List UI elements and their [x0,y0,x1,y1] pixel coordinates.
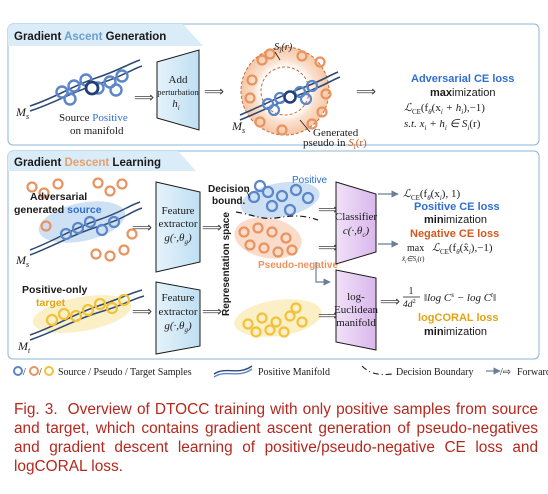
arrow-icon: ⟹ [380,295,400,310]
minimization-label: minimization [424,214,487,226]
arrow-icon: ⟹ [318,203,338,218]
svg-text:Euclidean: Euclidean [334,304,378,316]
s-r-label: Si(r) [274,42,293,55]
m-s-label-bottom: Ms [15,253,29,269]
logcoral-loss-title: logCORAL loss [418,312,498,324]
bound-label: bound. [212,196,246,207]
svg-text:manifold: manifold [336,317,376,329]
coral-formula: ‖log Cs − log Ct‖ [424,291,496,304]
figure-caption: Fig. 3. Overview of DTOCC training with o… [14,400,538,476]
descent-title: Gradient Descent Learning [14,157,161,169]
feature-extractor-target: Feature extractor g(·,θg) [155,281,201,355]
forward-legend-label: Forward [517,367,548,378]
svg-text:Feature: Feature [162,205,195,217]
coral-fraction-numerator: 1 [409,286,414,297]
generated-source-label: generated source [14,204,102,216]
source-manifold [29,59,143,112]
svg-text:perturbation: perturbation [157,87,199,97]
arrow-icon: ⟹ [204,85,224,100]
decision-label: Decision [208,184,250,195]
arrow-icon: ⟹ [134,91,154,106]
adversarial-source-cloud [26,177,143,262]
svg-text:Feature: Feature [162,292,195,304]
negative-max-subscript: x̂i∈Si(r) [401,255,425,265]
caption-text: Overview of DTOCC training with only pos… [14,401,538,475]
samples-legend-label: Source / Pseudo / Target Samples [58,367,192,378]
target-representation [234,299,322,338]
adversarial-ce-loss-title: Adversarial CE loss [411,73,514,85]
representation-space-label: Representation space [221,212,232,316]
negative-ce-loss-title: Negative CE loss [410,228,499,240]
arrow-icon: ⟹ [132,221,152,236]
forward-legend-slash: /⇨ [500,367,511,378]
representation-clusters [234,179,320,259]
generated-label: Generated [313,127,359,139]
adversarial-label: Adversarial [30,191,87,203]
manifold-legend-label: Positive Manifold [258,367,330,378]
ascent-title: Gradient Ascent Generation [14,31,166,43]
feature-extractor-source: Feature extractor g(·,θg) [155,181,201,273]
m-t-label: Mt [17,339,31,355]
coral-fraction-denominator: 4d2 [403,298,416,310]
arrow-icon: ⟹ [318,309,338,324]
log-euclidean-block: log- Euclidean manifold [334,269,378,351]
positive-loss-formula: ℒCE(fθ(xi), 1) [403,188,460,202]
legend: / / Source / Pseudo / Target Samples Pos… [13,365,548,378]
negative-max-label: max [407,243,424,254]
classifier-block: Classifier c(·,θc) [335,181,377,265]
svg-text:g(·,θg): g(·,θg) [164,320,192,334]
svg-text:log-: log- [347,291,365,303]
perturbation-ring [239,46,341,136]
positive-label: Positive [292,175,327,186]
pseudo-negative-label: Pseudo-negative [258,260,338,271]
svg-text:/: / [39,367,42,378]
svg-text:Classifier: Classifier [335,211,377,223]
boundary-legend-icon [361,365,393,376]
arrow-icon: ⟹ [132,305,152,320]
positive-only-label: Positive-only [22,284,88,296]
descent-panel: Gradient Descent Learning Adversarial ge… [7,150,540,360]
svg-text:/: / [23,367,26,378]
svg-text:extractor: extractor [158,218,197,230]
figure-number: Fig. 3. [14,401,58,418]
arrow-icon: ⟹ [202,305,222,320]
generated-pseudo-label: pseudo in Si(r) [303,137,367,151]
arrow-icon: ⟹ [202,221,222,236]
samples-legend-icon: / / [13,366,54,378]
positive-ce-loss-title: Positive CE loss [414,201,500,213]
constraint-formula: s.t. xi + hi ∈ Si(r) [404,118,481,132]
negative-loss-formula: ℒCE(fθ(x̂i),−1) [432,242,493,256]
target-cloud [29,289,145,341]
m-s-label-mid: Ms [231,119,245,135]
ascent-panel: Gradient Ascent Generation Ms Source Pos… [7,23,540,151]
maximization-label: maximization [430,87,495,99]
arrow-icon: ⟹ [318,241,338,256]
arrow-icon: ⟹ [356,85,376,100]
target-label: target [36,297,66,309]
source-positive-label: Source Positive [59,112,128,124]
svg-text:extractor: extractor [158,306,197,318]
on-manifold-label: on manifold [70,125,124,137]
boundary-legend-label: Decision Boundary [396,367,474,378]
add-perturbation-block: Add perturbation hi [156,49,200,131]
m-s-label-top: Ms [15,105,29,121]
adversarial-formula: ℒCE(fθ(xi + hi),−1) [404,102,485,116]
manifold-legend-icon [213,365,253,378]
coral-minimization-label: minimization [424,326,487,338]
svg-text:g(·,θg): g(·,θg) [164,232,192,246]
svg-text:hi: hi [172,98,180,112]
svg-text:c(·,θc): c(·,θc) [343,225,370,239]
dtocc-figure: Gradient Ascent Generation Ms Source Pos… [7,23,548,378]
svg-text:Add: Add [169,74,188,86]
